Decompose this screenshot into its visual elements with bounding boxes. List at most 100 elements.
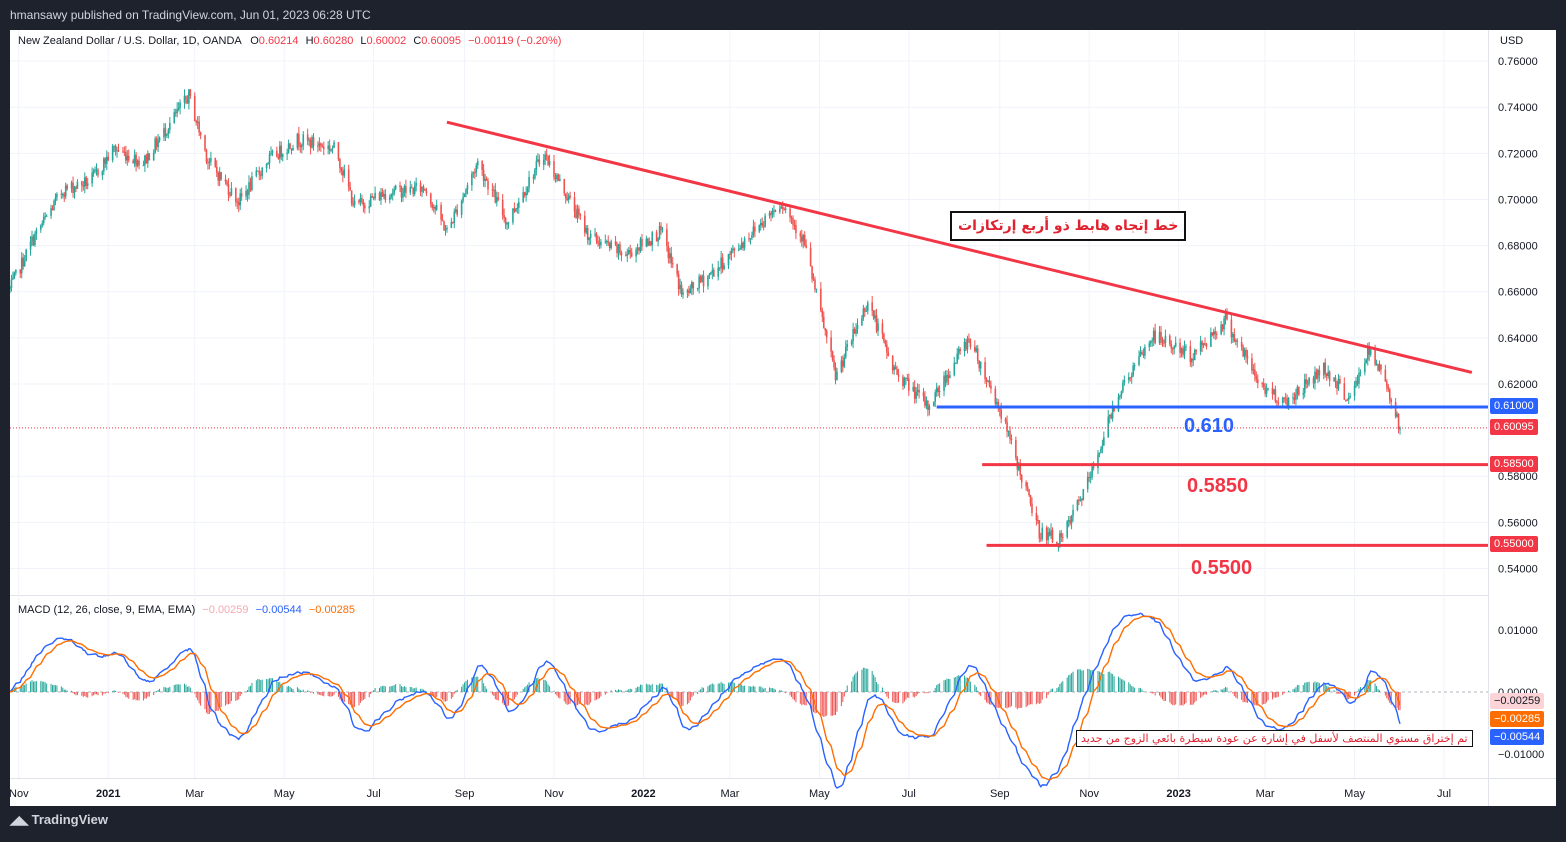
candle-body	[1347, 397, 1350, 400]
candle-body	[421, 186, 423, 192]
candle-body	[669, 253, 671, 259]
candle-body	[877, 323, 879, 332]
candle-body	[1059, 533, 1061, 545]
candle-body	[968, 338, 970, 340]
candle-body	[1374, 349, 1376, 365]
candle-body	[1141, 351, 1143, 355]
candle-body	[1000, 409, 1002, 419]
candle-body	[1305, 379, 1307, 384]
chart-area[interactable]: Nov 2021 Mar May Jul Sep Nov 2022 Mar May Jul Sep No…	[10, 30, 1556, 806]
candle-body	[235, 188, 237, 202]
candle-body	[1230, 319, 1233, 338]
candle-body	[466, 185, 469, 190]
macd-title: MACD (12, 26, close, 9, EMA, EMA)	[18, 604, 196, 616]
candle-body	[220, 172, 222, 180]
candle-body	[1287, 398, 1290, 406]
candle-body	[1384, 369, 1387, 382]
candle-body	[905, 377, 907, 379]
candle-body	[286, 152, 288, 155]
candle-body	[586, 227, 589, 240]
candle-body	[158, 137, 161, 141]
candle-body	[1283, 397, 1285, 399]
candle-body	[230, 188, 233, 196]
candle-body	[569, 195, 571, 198]
candle-body	[833, 360, 835, 368]
candle-body	[762, 225, 765, 227]
candle-body	[362, 201, 365, 206]
candle-body	[1164, 335, 1167, 344]
candle-body	[343, 169, 346, 176]
candle-body	[1365, 359, 1368, 364]
macd-line-value: −0.00544	[255, 604, 302, 616]
candle-body	[1161, 339, 1164, 343]
trendline-annotation[interactable]: خط إتجاه هابط ذو أربع إرتكازات	[950, 211, 1187, 241]
candle-body	[308, 139, 310, 141]
candle-body	[597, 240, 599, 243]
candle-body	[1375, 364, 1378, 366]
candle-body	[978, 360, 981, 369]
open-value: 0.60214	[258, 35, 299, 47]
candle-body	[405, 186, 407, 193]
candle-body	[938, 390, 941, 393]
candle-body	[10, 279, 13, 289]
candle-body	[903, 378, 906, 387]
candle-body	[289, 143, 291, 149]
candle-body	[1078, 499, 1080, 501]
candle-body	[1048, 532, 1051, 536]
candle-body	[155, 138, 158, 148]
macd-group	[10, 612, 1488, 789]
candle-body	[778, 208, 781, 212]
candle-body	[799, 233, 802, 237]
macd-axis-tag: −0.00285	[1490, 711, 1545, 727]
candle-body	[215, 166, 218, 173]
candle-body	[604, 241, 607, 243]
candle-body	[133, 154, 136, 164]
candle-body	[1328, 371, 1331, 381]
candle-body	[1004, 418, 1007, 422]
candle-body	[446, 227, 448, 230]
candle-body	[239, 193, 242, 206]
candle-body	[1274, 389, 1277, 402]
chart-canvas[interactable]: Nov 2021 Mar May Jul Sep Nov 2022 Mar May Jul Sep No…	[10, 30, 1556, 806]
candle-body	[553, 161, 555, 178]
candle-body	[1394, 401, 1397, 417]
candle-body	[1336, 381, 1338, 389]
candle-body	[1029, 495, 1032, 504]
candle-body	[434, 207, 437, 210]
candle-body	[471, 173, 473, 186]
candle-body	[189, 89, 192, 96]
breakdown-annotation[interactable]: تم إختراق مستوي المنتصف لأسفل في إشارة ع…	[1076, 730, 1473, 747]
candle-body	[1211, 332, 1214, 336]
currency-label: USD	[1500, 35, 1524, 47]
candle-body	[292, 147, 294, 151]
price-axis-tag: 0.58500	[1490, 455, 1538, 472]
candle-body	[688, 290, 690, 294]
candle-body	[255, 170, 258, 177]
candle-body	[217, 172, 220, 181]
candle-body	[507, 222, 510, 224]
candle-body	[1295, 393, 1297, 400]
candle-body	[25, 249, 27, 262]
candle-body	[456, 209, 459, 215]
candle-body	[538, 159, 541, 165]
macd-line	[10, 612, 1401, 789]
candle-body	[318, 143, 321, 147]
candle-body	[280, 145, 283, 157]
candle-body	[248, 182, 250, 195]
candle-body	[1069, 520, 1071, 524]
candle-body	[781, 206, 784, 209]
tradingview-logo[interactable]: ◢◣ TradingView	[10, 812, 108, 827]
candle-body	[528, 176, 530, 188]
candle-body	[947, 374, 950, 379]
candle-body	[1154, 330, 1156, 344]
candle-body	[278, 145, 281, 159]
candle-body	[677, 274, 680, 290]
candle-body	[924, 396, 926, 406]
candle-body	[453, 211, 456, 223]
candle-body	[578, 208, 580, 215]
price-tick-label: 0.76000	[1498, 56, 1538, 68]
candle-body	[412, 187, 415, 195]
candle-body	[708, 274, 711, 276]
candle-body	[949, 375, 951, 379]
candle-body	[340, 168, 343, 172]
